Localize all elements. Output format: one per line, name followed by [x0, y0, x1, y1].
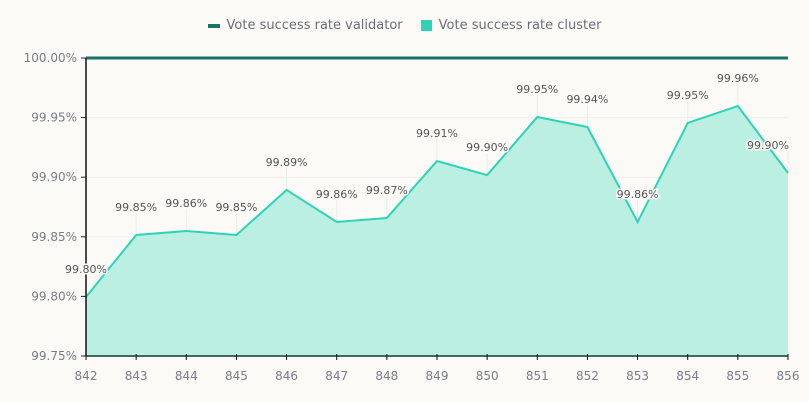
x-tick-label: 850: [476, 369, 499, 383]
data-label: 99.90%: [747, 139, 789, 152]
y-tick-label: 99.90%: [31, 170, 77, 184]
cluster-area: [86, 106, 788, 356]
data-label: 99.86%: [165, 197, 207, 210]
legend-item-validator[interactable]: Vote success rate validator: [207, 18, 403, 33]
x-tick-label: 855: [726, 369, 749, 383]
x-tick-label: 842: [75, 369, 98, 383]
x-tick-label: 854: [676, 369, 699, 383]
data-label: 99.94%: [566, 93, 608, 106]
legend-item-cluster[interactable]: Vote success rate cluster: [420, 18, 602, 33]
data-label: 99.95%: [667, 89, 709, 102]
x-tick-label: 844: [175, 369, 198, 383]
y-tick-label: 99.85%: [31, 230, 77, 244]
x-tick-label: 843: [125, 369, 148, 383]
data-label: 99.90%: [466, 141, 508, 154]
data-label: 99.96%: [717, 72, 759, 85]
x-tick-label: 845: [225, 369, 248, 383]
data-label: 99.86%: [617, 188, 659, 201]
x-tick-label: 849: [426, 369, 449, 383]
legend-label-validator: Vote success rate validator: [226, 18, 403, 33]
x-tick-label: 846: [275, 369, 298, 383]
data-label: 99.85%: [115, 201, 157, 214]
y-tick-label: 99.80%: [31, 289, 77, 303]
x-tick-label: 856: [777, 369, 800, 383]
y-tick-label: 100.00%: [24, 51, 77, 65]
x-tick-label: 852: [576, 369, 599, 383]
data-label: 99.89%: [266, 156, 308, 169]
legend-swatch-cluster: [420, 20, 432, 31]
y-tick-label: 99.75%: [31, 349, 77, 363]
data-label: 99.86%: [316, 188, 358, 201]
legend: Vote success rate validator Vote success…: [0, 18, 809, 33]
data-label: 99.91%: [416, 127, 458, 140]
x-tick-label: 847: [325, 369, 348, 383]
data-label: 99.80%: [65, 263, 107, 276]
x-tick-label: 848: [375, 369, 398, 383]
data-label: 99.87%: [366, 184, 408, 197]
x-tick-label: 851: [526, 369, 549, 383]
data-label: 99.95%: [516, 83, 558, 96]
y-tick-label: 99.95%: [31, 111, 77, 125]
legend-swatch-validator: [207, 23, 220, 28]
data-label: 99.85%: [215, 201, 257, 214]
cluster-line: [85, 104, 789, 298]
x-tick-label: 853: [626, 369, 649, 383]
legend-label-cluster: Vote success rate cluster: [438, 18, 602, 33]
